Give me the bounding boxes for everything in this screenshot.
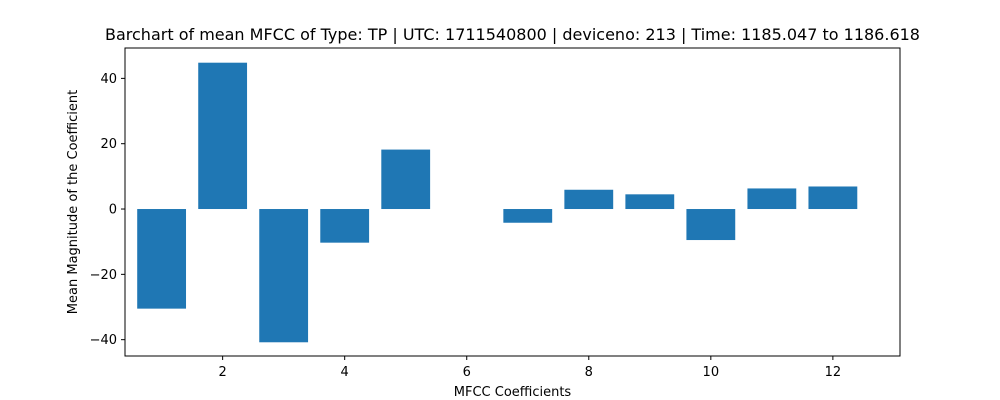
y-tick-label: 40 [100,72,117,87]
x-axis-ticks: 2 4 6 8 10 12 [218,356,841,380]
x-tick-label: 8 [585,365,593,380]
x-tick-label: 6 [463,365,471,380]
y-tick-label: −40 [90,333,117,348]
y-tick-label: −20 [90,268,117,283]
x-tick-label: 12 [825,365,842,380]
bars-group [137,62,858,343]
y-tick-label: 0 [109,203,117,218]
bar-coef-3 [259,209,309,343]
bar-coef-10 [686,209,736,241]
x-tick-label: 4 [341,365,349,380]
bar-coef-2 [198,62,248,210]
bar-coef-8 [564,189,614,210]
bar-coef-9 [625,194,675,210]
bar-coef-11 [747,188,797,210]
bar-coef-1 [137,209,187,309]
bar-coef-12 [808,186,858,210]
chart-title: Barchart of mean MFCC of Type: TP | UTC:… [105,25,920,44]
y-axis-label: Mean Magnitude of the Coefficient [66,90,81,314]
bar-coef-7 [503,209,553,223]
x-tick-label: 2 [218,365,226,380]
bar-coef-4 [320,209,370,243]
x-tick-label: 10 [703,365,720,380]
y-axis-ticks: −40 −20 0 20 40 [90,72,125,348]
x-axis-label: MFCC Coefficients [454,385,572,400]
y-tick-label: 20 [100,137,117,152]
plot-frame [124,47,901,357]
bar-coef-5 [381,149,431,210]
